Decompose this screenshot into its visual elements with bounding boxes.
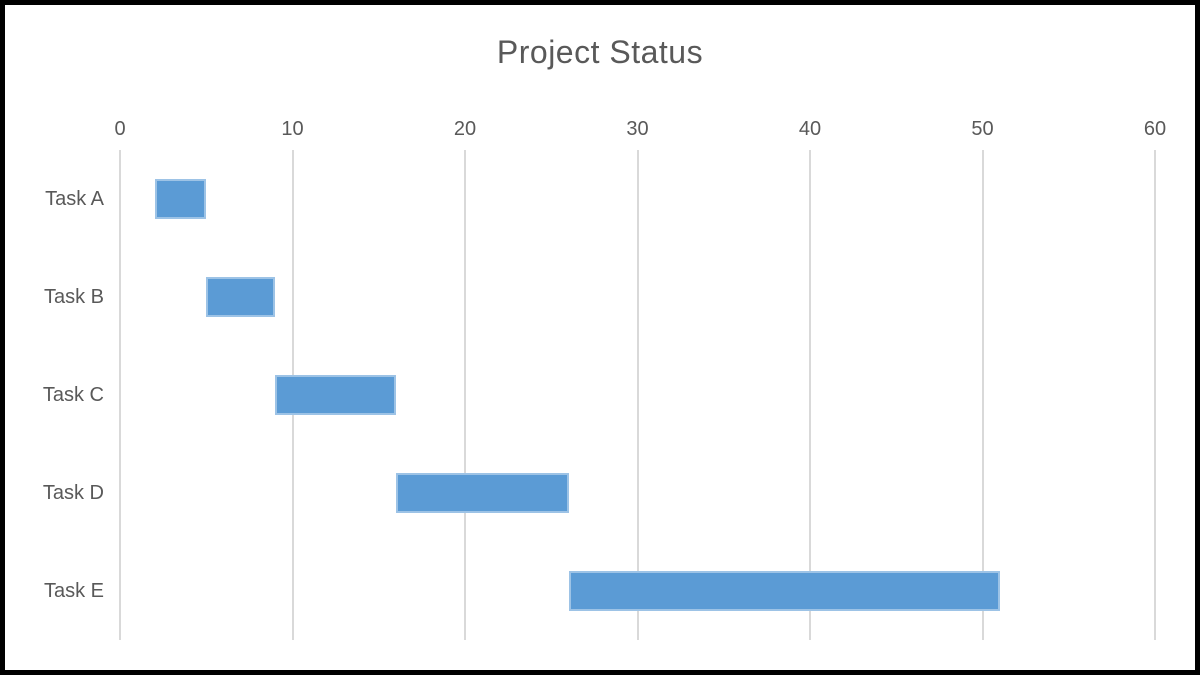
category-label: Task D xyxy=(42,482,104,504)
category-label: Task A xyxy=(45,188,104,210)
gridline xyxy=(1154,150,1156,640)
category-label: Task E xyxy=(43,580,104,602)
x-axis-tick-label: 10 xyxy=(281,118,304,140)
gridline xyxy=(464,150,466,640)
task-bar xyxy=(568,571,1000,611)
task-bar xyxy=(275,375,396,415)
x-axis-tick-label: 0 xyxy=(114,118,126,140)
category-label: Task C xyxy=(42,384,104,406)
gridline xyxy=(119,150,121,640)
x-axis-tick-label: 60 xyxy=(1143,118,1167,140)
x-axis-tick-label: 40 xyxy=(798,118,822,140)
x-axis-tick-label: 20 xyxy=(453,118,477,140)
gridline xyxy=(981,150,984,640)
task-bar xyxy=(154,179,207,219)
x-axis-tick-label: 50 xyxy=(971,118,994,140)
chart-title: Project Status xyxy=(496,34,704,70)
task-bar xyxy=(206,277,276,317)
task-bar xyxy=(396,473,569,513)
x-axis-tick-label: 30 xyxy=(626,118,649,140)
gridline xyxy=(809,150,811,640)
gridline xyxy=(636,150,639,640)
category-label: Task B xyxy=(43,286,104,308)
